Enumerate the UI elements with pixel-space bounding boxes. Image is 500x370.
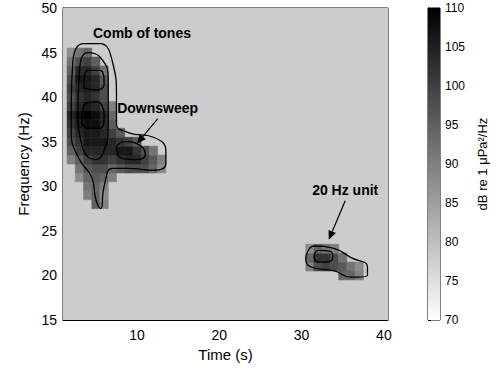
svg-text:20: 20 bbox=[212, 327, 228, 343]
svg-text:15: 15 bbox=[41, 312, 57, 328]
svg-text:Comb of tones: Comb of tones bbox=[93, 25, 191, 41]
svg-text:35: 35 bbox=[41, 134, 57, 150]
svg-text:45: 45 bbox=[41, 45, 57, 61]
svg-text:75: 75 bbox=[445, 274, 459, 288]
svg-text:dB re 1 μPa²/Hz: dB re 1 μPa²/Hz bbox=[475, 118, 490, 211]
svg-text:80: 80 bbox=[445, 235, 459, 249]
svg-text:40: 40 bbox=[376, 327, 392, 343]
svg-text:100: 100 bbox=[445, 79, 465, 93]
svg-text:20 Hz unit: 20 Hz unit bbox=[312, 182, 378, 198]
svg-text:105: 105 bbox=[445, 40, 465, 54]
svg-text:90: 90 bbox=[445, 157, 459, 171]
svg-text:40: 40 bbox=[41, 89, 57, 105]
svg-text:25: 25 bbox=[41, 223, 57, 239]
svg-text:30: 30 bbox=[41, 178, 57, 194]
svg-text:10: 10 bbox=[129, 327, 145, 343]
svg-text:85: 85 bbox=[445, 196, 459, 210]
svg-text:70: 70 bbox=[445, 313, 459, 327]
svg-text:30: 30 bbox=[294, 327, 310, 343]
svg-text:20: 20 bbox=[41, 267, 57, 283]
svg-text:50: 50 bbox=[41, 0, 57, 16]
svg-text:95: 95 bbox=[445, 118, 459, 132]
svg-text:Time (s): Time (s) bbox=[198, 346, 252, 363]
svg-text:Downsweep: Downsweep bbox=[117, 100, 198, 116]
svg-text:110: 110 bbox=[445, 1, 464, 15]
svg-text:Frequency (Hz): Frequency (Hz) bbox=[15, 112, 32, 215]
